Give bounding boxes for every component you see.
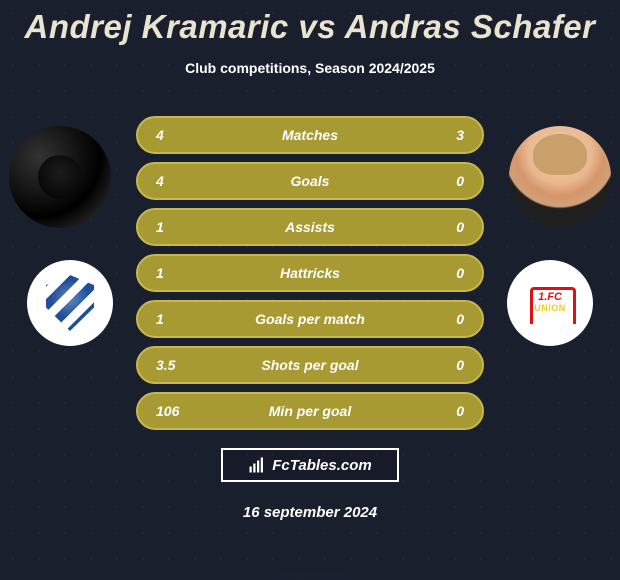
stat-value-left: 1 xyxy=(156,265,206,281)
page-title: Andrej Kramaric vs Andras Schafer xyxy=(0,0,620,46)
stat-value-left: 1 xyxy=(156,311,206,327)
stat-label: Matches xyxy=(206,127,414,143)
stat-label: Hattricks xyxy=(206,265,414,281)
hoffenheim-crest-icon xyxy=(45,275,95,331)
union-berlin-crest-icon: UNION xyxy=(522,275,578,331)
stat-value-left: 4 xyxy=(156,127,206,143)
stat-value-right: 0 xyxy=(414,357,464,373)
stat-row: 106Min per goal0 xyxy=(136,392,484,430)
stat-row: 1Assists0 xyxy=(136,208,484,246)
fctables-logo: FcTables.com xyxy=(221,448,399,482)
stat-value-right: 0 xyxy=(414,311,464,327)
stat-value-left: 106 xyxy=(156,403,206,419)
stat-row: 3.5Shots per goal0 xyxy=(136,346,484,384)
stat-label: Shots per goal xyxy=(206,357,414,373)
stat-label: Min per goal xyxy=(206,403,414,419)
stat-value-right: 3 xyxy=(414,127,464,143)
stat-value-right: 0 xyxy=(414,219,464,235)
stat-row: 1Hattricks0 xyxy=(136,254,484,292)
stat-value-left: 4 xyxy=(156,173,206,189)
stat-label: Assists xyxy=(206,219,414,235)
chart-bars-icon xyxy=(248,456,266,474)
stat-value-right: 0 xyxy=(414,403,464,419)
stat-row: 4Goals0 xyxy=(136,162,484,200)
player1-avatar xyxy=(9,126,111,228)
player2-avatar xyxy=(509,126,611,228)
stat-value-left: 1 xyxy=(156,219,206,235)
stat-value-right: 0 xyxy=(414,173,464,189)
stat-row: 4Matches3 xyxy=(136,116,484,154)
player1-club-logo xyxy=(27,260,113,346)
subtitle: Club competitions, Season 2024/2025 xyxy=(0,60,620,76)
stats-table: 4Matches34Goals01Assists01Hattricks01Goa… xyxy=(136,116,484,430)
stat-label: Goals per match xyxy=(206,311,414,327)
player2-club-logo: UNION xyxy=(507,260,593,346)
date-text: 16 september 2024 xyxy=(0,504,620,521)
stat-value-right: 0 xyxy=(414,265,464,281)
stat-value-left: 3.5 xyxy=(156,357,206,373)
stat-label: Goals xyxy=(206,173,414,189)
fctables-text: FcTables.com xyxy=(272,457,371,474)
stat-row: 1Goals per match0 xyxy=(136,300,484,338)
